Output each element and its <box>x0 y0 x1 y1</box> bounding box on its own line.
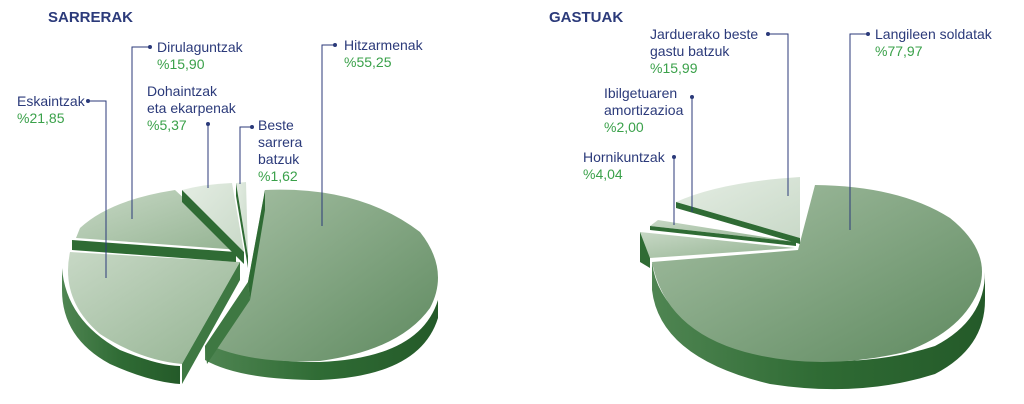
pct-hitzarmenak: %55,25 <box>344 54 392 70</box>
chart-title: SARRERAK <box>48 9 133 26</box>
leader-lines-right <box>672 32 870 230</box>
slice-dirulaguntzak <box>72 190 240 262</box>
label-ibilgetuaren-1: Ibilgetuaren <box>604 85 677 101</box>
label-jarduerako-2: gastu batzuk <box>650 43 730 59</box>
label-beste-1: Beste <box>258 117 294 133</box>
label-dohaintzak-2: eta ekarpenak <box>147 100 237 116</box>
label-beste-2: sarrera <box>258 134 303 150</box>
slice-langileen-soldatak <box>652 185 985 390</box>
pct-dohaintzak: %5,37 <box>147 117 187 133</box>
label-hornikuntzak: Hornikuntzak <box>583 149 666 165</box>
pct-ibilgetuaren: %2,00 <box>604 119 644 135</box>
label-dohaintzak-1: Dohaintzak <box>147 83 218 99</box>
pct-jarduerako: %15,99 <box>650 60 698 76</box>
slice-hornikuntzak <box>640 232 795 268</box>
leader-lines-left <box>86 43 337 278</box>
chart-title: GASTUAK <box>549 9 623 26</box>
label-eskaintzak: Eskaintzak <box>17 93 86 109</box>
pct-beste: %1,62 <box>258 168 298 184</box>
slice-beste-sarrera <box>236 182 248 268</box>
label-soldatak: Langileen soldatak <box>875 26 993 42</box>
label-jarduerako-1: Jarduerako beste <box>650 26 758 42</box>
slice-dohaintzak <box>182 183 244 264</box>
label-ibilgetuaren-2: amortizazioa <box>604 102 684 118</box>
label-dirulaguntzak: Dirulaguntzak <box>157 39 244 55</box>
label-hitzarmenak: Hitzarmenak <box>344 37 424 53</box>
pct-hornikuntzak: %4,04 <box>583 166 623 182</box>
label-beste-3: batzuk <box>258 151 300 167</box>
pct-eskaintzak: %21,85 <box>17 110 65 126</box>
pie-sarrerak: SARRERAK <box>17 9 438 384</box>
pie-gastuak: GASTUAK Jarduerako beste <box>549 9 993 390</box>
pct-dirulaguntzak: %15,90 <box>157 56 205 72</box>
slice-jarduerako <box>676 177 800 244</box>
slice-eskaintzak <box>62 252 240 384</box>
slice-ibilgetuaren <box>650 220 796 246</box>
pct-soldatak: %77,97 <box>875 43 923 59</box>
slice-hitzarmenak <box>205 189 438 380</box>
